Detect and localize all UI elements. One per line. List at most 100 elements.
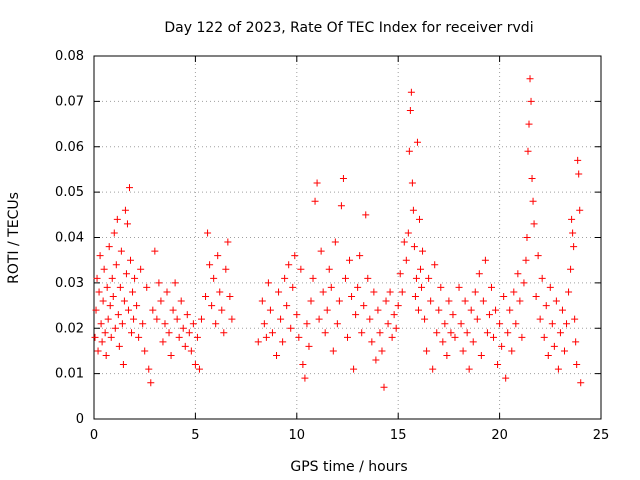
data-point [103, 283, 111, 291]
data-point [404, 229, 412, 237]
data-point [147, 379, 155, 387]
data-point [216, 288, 224, 296]
data-point [125, 184, 133, 192]
data-point [112, 261, 120, 269]
data-point [195, 365, 203, 373]
data-point [151, 247, 159, 255]
data-point [315, 315, 323, 323]
data-point [104, 315, 112, 323]
data-point [139, 320, 147, 328]
y-tick-label: 0.06 [55, 140, 84, 155]
data-point [402, 256, 410, 264]
data-point [331, 238, 339, 246]
data-point [179, 324, 187, 332]
data-point [372, 356, 380, 364]
data-point [275, 288, 283, 296]
y-tick-label: 0 [76, 412, 84, 427]
data-point [337, 202, 345, 210]
data-point [181, 342, 189, 350]
data-point [93, 274, 101, 282]
data-point [173, 315, 181, 323]
data-point [410, 243, 418, 251]
data-point [546, 283, 554, 291]
data-point [159, 338, 167, 346]
data-point [94, 347, 102, 355]
data-point [386, 288, 394, 296]
data-point [524, 147, 532, 155]
data-point [149, 306, 157, 314]
data-point [536, 315, 544, 323]
data-point [177, 297, 185, 305]
data-point [100, 265, 108, 273]
chart-title: Day 122 of 2023, Rate Of TEC Index for r… [164, 20, 533, 36]
data-point [358, 329, 366, 337]
x-tick-label: 0 [90, 428, 98, 443]
data-point [392, 324, 400, 332]
data-point [303, 320, 311, 328]
data-point [101, 329, 109, 337]
data-point [443, 351, 451, 359]
data-point [124, 306, 132, 314]
data-point [113, 215, 121, 223]
data-point [481, 256, 489, 264]
data-point [455, 283, 463, 291]
data-point [348, 292, 356, 300]
data-point [575, 170, 583, 178]
data-point [396, 270, 404, 278]
data-point [408, 179, 416, 187]
data-point [496, 320, 504, 328]
data-point [534, 252, 542, 260]
data-point [378, 347, 386, 355]
data-point [498, 342, 506, 350]
data-point [413, 138, 421, 146]
data-point [350, 365, 358, 373]
data-point [287, 324, 295, 332]
data-point [212, 320, 220, 328]
data-point [510, 288, 518, 296]
data-point [329, 347, 337, 355]
data-point [552, 297, 560, 305]
data-point [161, 320, 169, 328]
data-point [323, 306, 331, 314]
data-point [423, 347, 431, 355]
data-point [130, 315, 138, 323]
data-point [570, 243, 578, 251]
data-point [411, 292, 419, 300]
y-tick-label: 0.04 [55, 231, 84, 246]
data-point [451, 333, 459, 341]
data-point [107, 333, 115, 341]
data-point [572, 338, 580, 346]
data-point [313, 179, 321, 187]
data-point [197, 315, 205, 323]
data-point [285, 261, 293, 269]
data-point [421, 315, 429, 323]
data-point [437, 283, 445, 291]
data-point [415, 215, 423, 223]
data-point [435, 306, 443, 314]
data-point [187, 347, 195, 355]
y-tick-label: 0.02 [55, 321, 84, 336]
data-point [516, 297, 524, 305]
data-point [574, 156, 582, 164]
data-point [135, 333, 143, 341]
data-point [556, 329, 564, 337]
data-point [417, 265, 425, 273]
data-point [106, 302, 114, 310]
data-point [254, 338, 262, 346]
data-point [339, 175, 347, 183]
data-point [167, 351, 175, 359]
data-point [264, 279, 272, 287]
data-point [226, 292, 234, 300]
data-point [538, 274, 546, 282]
data-point [99, 297, 107, 305]
data-point [362, 211, 370, 219]
data-point [309, 274, 317, 282]
x-tick-label: 20 [491, 428, 508, 443]
data-point [108, 274, 116, 282]
data-point [376, 329, 384, 337]
data-point [118, 320, 126, 328]
data-point [554, 365, 562, 373]
data-point [114, 311, 122, 319]
data-point [258, 297, 266, 305]
data-point [563, 320, 571, 328]
